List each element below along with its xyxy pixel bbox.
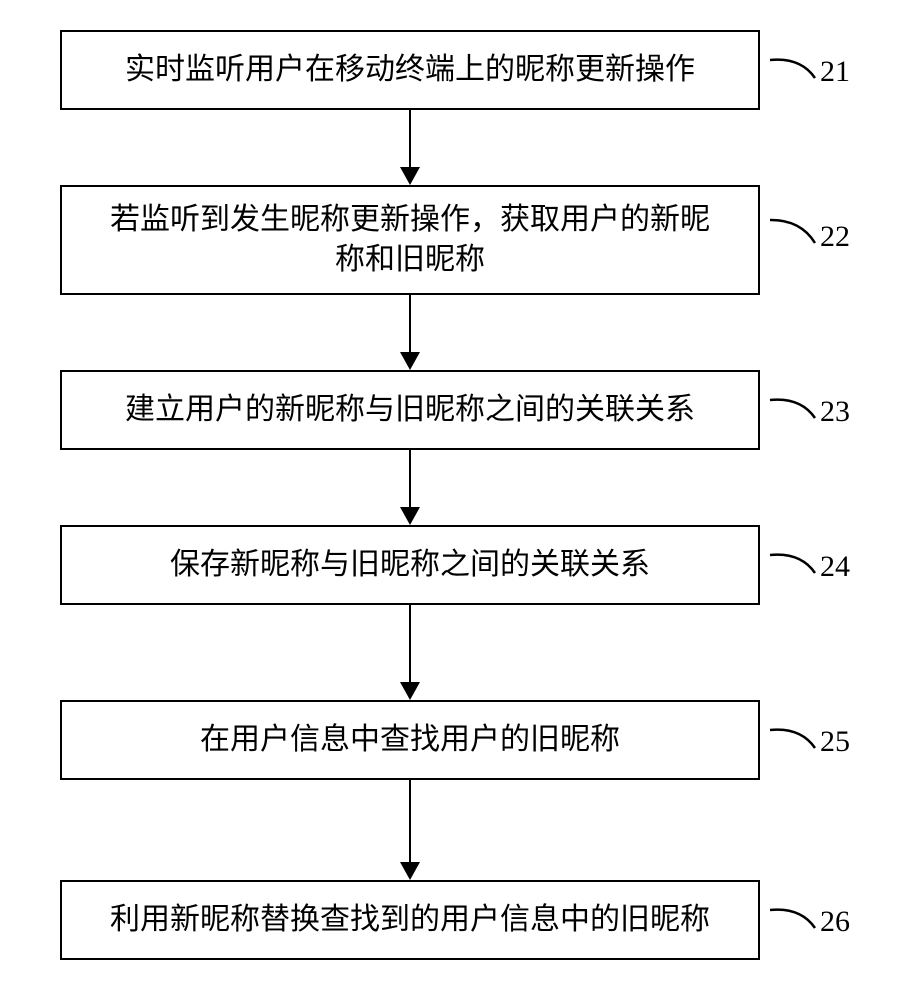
edge-line-n21-n22	[409, 110, 412, 167]
edge-arrowhead-n25-n26	[400, 862, 420, 880]
connector-n26	[0, 0, 902, 1000]
edge-line-n24-n25	[409, 605, 412, 682]
edge-arrowhead-n21-n22	[400, 167, 420, 185]
edge-line-n25-n26	[409, 780, 412, 862]
edge-arrowhead-n22-n23	[400, 352, 420, 370]
edge-line-n23-n24	[409, 450, 412, 507]
edge-arrowhead-n23-n24	[400, 507, 420, 525]
edge-arrowhead-n24-n25	[400, 682, 420, 700]
edge-line-n22-n23	[409, 295, 412, 352]
flowchart-canvas: 实时监听用户在移动终端上的昵称更新操作21若监听到发生昵称更新操作，获取用户的新…	[0, 0, 902, 1000]
